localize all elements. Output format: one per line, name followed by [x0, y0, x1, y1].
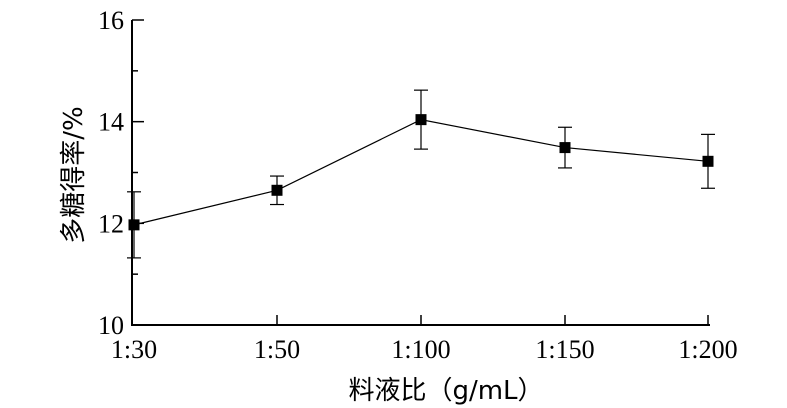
- x-tick-label-3: 1:150: [535, 335, 594, 364]
- x-axis-label: 料液比（g/mL）: [348, 376, 543, 406]
- data-point-0: [128, 219, 140, 231]
- data-point-2: [415, 114, 427, 126]
- x-tick-label-2: 1:100: [391, 335, 450, 364]
- y-tick-label-14: 14: [98, 108, 124, 137]
- x-ticks: 1:30 1:50 1:100 1:150 1:200: [111, 315, 738, 364]
- series: [127, 89, 715, 259]
- y-tick-label-12: 12: [98, 209, 124, 238]
- y-ticks: 10 12 14 16: [98, 6, 144, 340]
- data-point-3: [559, 142, 571, 154]
- y-tick-label-16: 16: [98, 6, 124, 35]
- x-tick-label-1: 1:50: [254, 335, 300, 364]
- data-point-4: [702, 155, 714, 167]
- data-point-1: [271, 184, 283, 196]
- y-axis-label: 多糖得率/%: [59, 106, 89, 243]
- y-tick-label-10: 10: [98, 311, 124, 340]
- x-tick-label-4: 1:200: [678, 335, 737, 364]
- axes: [131, 20, 710, 326]
- x-tick-label-0: 1:30: [111, 335, 157, 364]
